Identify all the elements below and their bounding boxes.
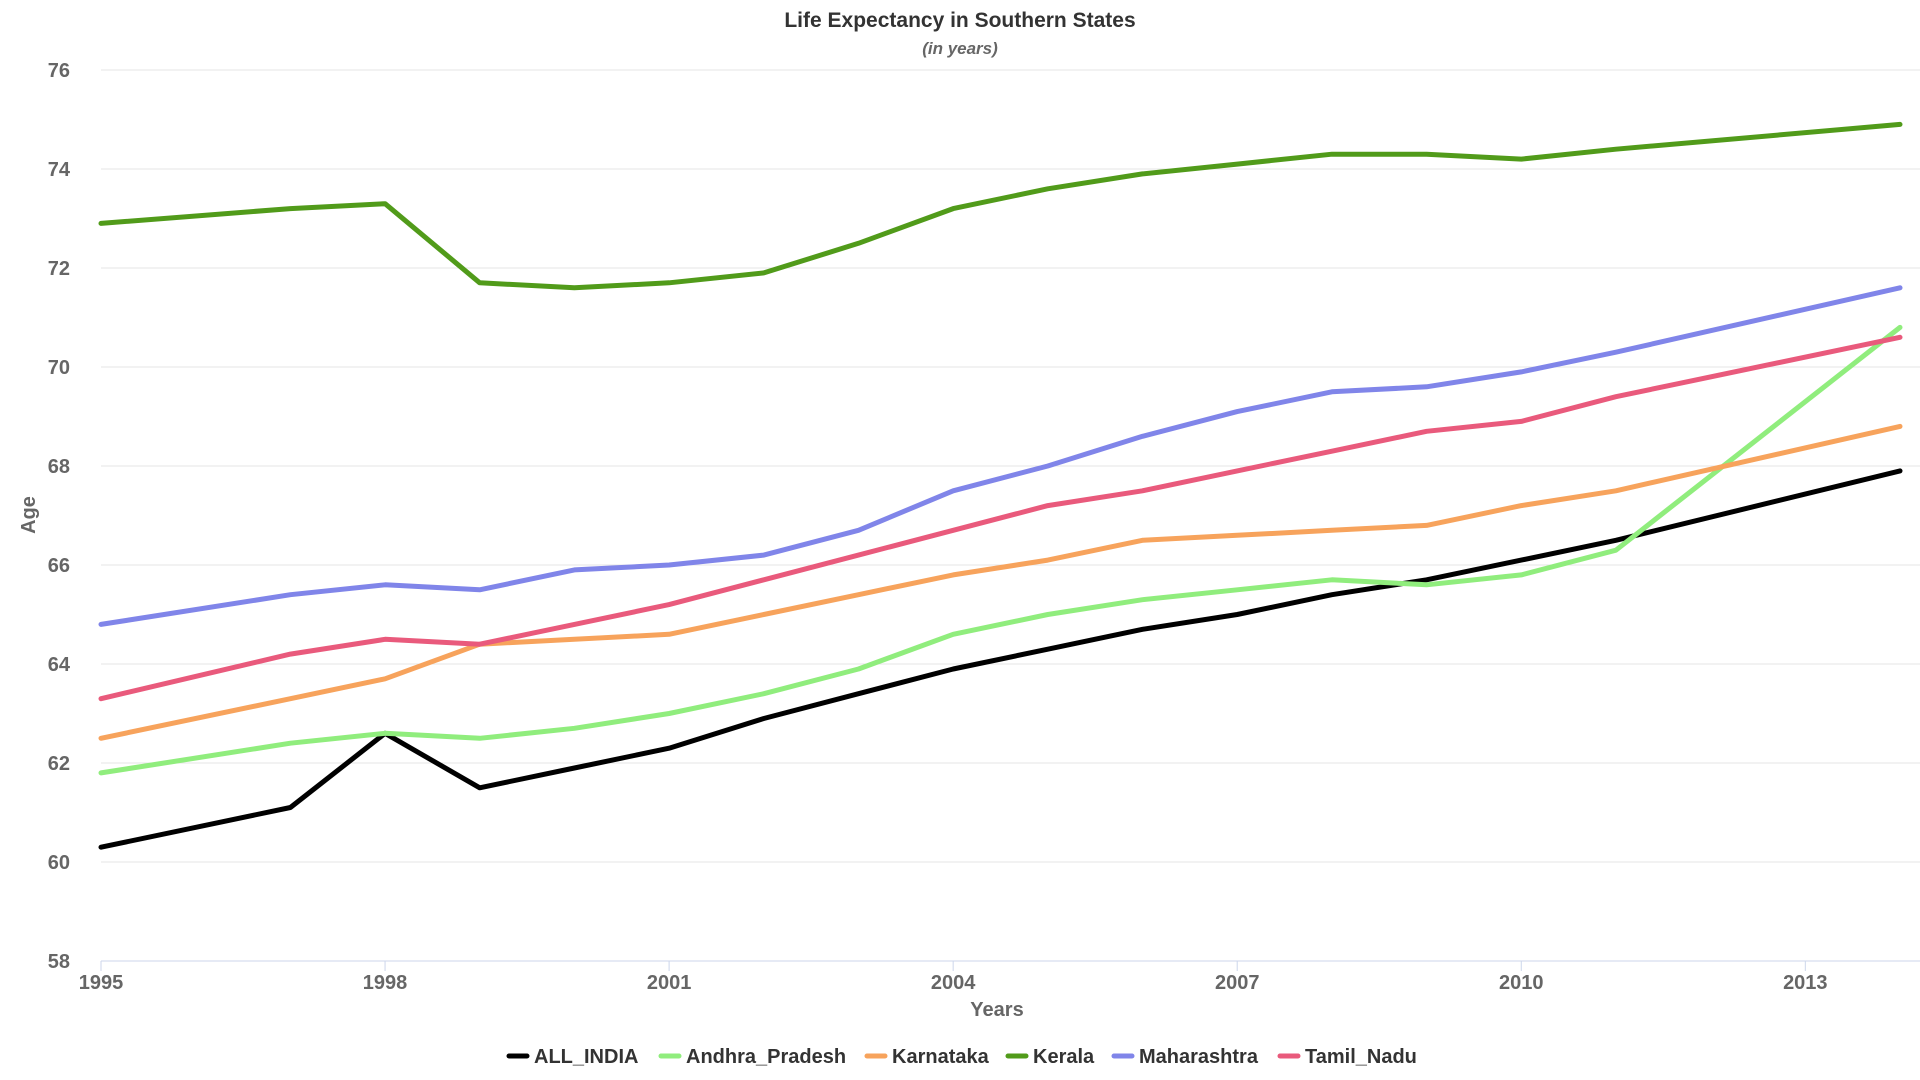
- y-tick-label: 62: [48, 753, 70, 775]
- series-line-maharashtra: [98, 285, 1903, 627]
- x-tick-label: 2013: [1783, 972, 1828, 994]
- legend-label: Andhra_Pradesh: [686, 1046, 846, 1068]
- y-tick-label: 74: [48, 159, 71, 181]
- series-line-kerala: [98, 121, 1903, 291]
- y-tick-label: 72: [48, 258, 70, 280]
- legend-label: Tamil_Nadu: [1305, 1046, 1417, 1068]
- legend-item-kerala[interactable]: Kerala: [1005, 1046, 1095, 1068]
- legend-label: Kerala: [1033, 1046, 1095, 1068]
- chart-subtitle: (in years): [922, 39, 998, 58]
- y-tick-label: 60: [48, 852, 70, 874]
- series-line-tamil-nadu: [98, 334, 1903, 702]
- legend-item-andhra-pradesh[interactable]: Andhra_Pradesh: [658, 1046, 846, 1068]
- chart-title: Life Expectancy in Southern States: [784, 9, 1135, 32]
- x-tick-label: 1995: [79, 972, 124, 994]
- x-tick-label: 1998: [363, 972, 408, 994]
- y-tick-label: 66: [48, 555, 70, 577]
- y-tick-label: 58: [48, 951, 70, 973]
- x-tick-label: 2001: [647, 972, 692, 994]
- series-line-all-india: [98, 468, 1903, 850]
- x-tick-label: 2007: [1215, 972, 1260, 994]
- x-axis: 1995 1998 2001 2004 2007 2010 2013: [79, 960, 1920, 994]
- y-axis-title: Age: [18, 496, 40, 534]
- series-line-andhra-pradesh: [98, 324, 1903, 776]
- legend: ALL_INDIA Andhra_Pradesh Karnataka Kerala Ma…: [506, 1046, 1417, 1068]
- x-tick-label: 2010: [1499, 972, 1544, 994]
- legend-label: Maharashtra: [1139, 1046, 1259, 1068]
- series-group: [98, 121, 1903, 850]
- y-tick-label: 70: [48, 357, 70, 379]
- legend-item-tamil-nadu[interactable]: Tamil_Nadu: [1277, 1046, 1417, 1068]
- legend-label: ALL_INDIA: [534, 1046, 638, 1068]
- legend-label: Karnataka: [892, 1046, 990, 1068]
- legend-item-all-india[interactable]: ALL_INDIA: [506, 1046, 638, 1068]
- y-tick-label: 76: [48, 60, 70, 82]
- y-tick-label: 68: [48, 456, 70, 478]
- grid-lines: [101, 69, 1920, 863]
- legend-item-karnataka[interactable]: Karnataka: [864, 1046, 990, 1068]
- y-axis: 58 60 62 64 66 68 70 72 74 76: [48, 60, 71, 973]
- x-axis-title: Years: [970, 999, 1023, 1021]
- legend-item-maharashtra[interactable]: Maharashtra: [1111, 1046, 1259, 1068]
- series-line-karnataka: [98, 423, 1903, 741]
- x-tick-label: 2004: [931, 972, 976, 994]
- y-tick-label: 64: [48, 654, 71, 676]
